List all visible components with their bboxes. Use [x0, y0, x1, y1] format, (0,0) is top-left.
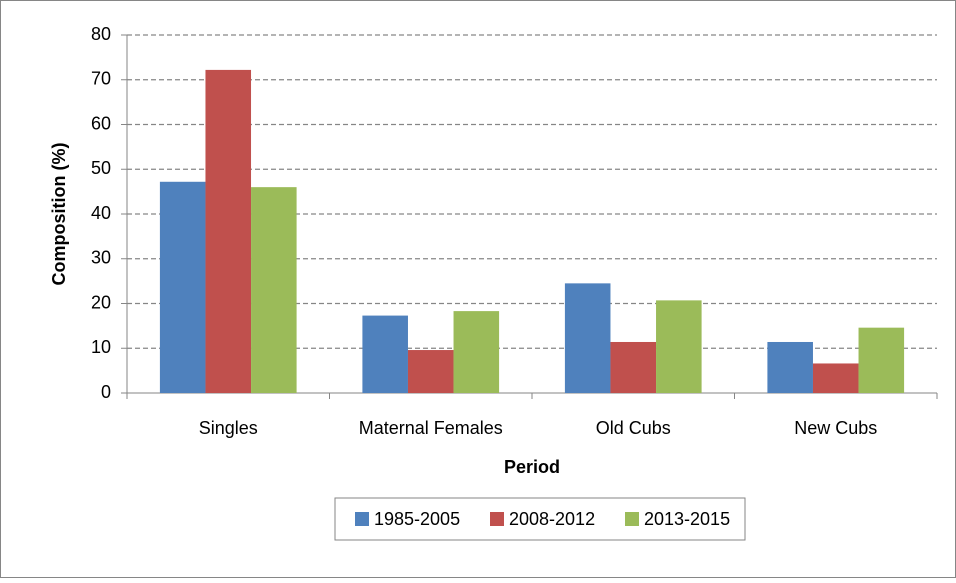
x-tick-label: Old Cubs	[596, 418, 671, 438]
y-tick-label: 70	[91, 69, 111, 89]
bar	[858, 327, 905, 393]
y-tick-label: 50	[91, 158, 111, 178]
bar	[159, 181, 206, 393]
legend-swatch	[490, 512, 504, 526]
x-tick-label: New Cubs	[794, 418, 877, 438]
bar	[251, 187, 297, 393]
bar	[767, 341, 813, 393]
legend-label: 2008-2012	[509, 509, 595, 529]
legend-label: 1985-2005	[374, 509, 460, 529]
legend-swatch	[355, 512, 369, 526]
bar	[656, 300, 702, 393]
bar	[812, 363, 859, 393]
y-axis-label: Composition (%)	[49, 143, 69, 286]
x-tick-label: Singles	[199, 418, 258, 438]
x-axis-label: Period	[504, 457, 560, 477]
legend-box	[334, 497, 746, 541]
legend-swatch	[625, 512, 639, 526]
y-tick-label: 40	[91, 203, 111, 223]
x-tick-label: Maternal Females	[359, 418, 503, 438]
bar	[610, 341, 657, 393]
bar	[407, 350, 454, 393]
legend-label: 2013-2015	[644, 509, 730, 529]
bar	[362, 315, 408, 393]
y-tick-label: 60	[91, 113, 111, 133]
y-tick-label: 10	[91, 337, 111, 357]
y-tick-label: 0	[101, 382, 111, 402]
y-tick-label: 80	[91, 24, 111, 44]
y-tick-label: 20	[91, 292, 111, 312]
bar	[564, 283, 611, 393]
y-tick-label: 30	[91, 248, 111, 268]
bar	[205, 69, 252, 393]
bar	[453, 311, 500, 393]
